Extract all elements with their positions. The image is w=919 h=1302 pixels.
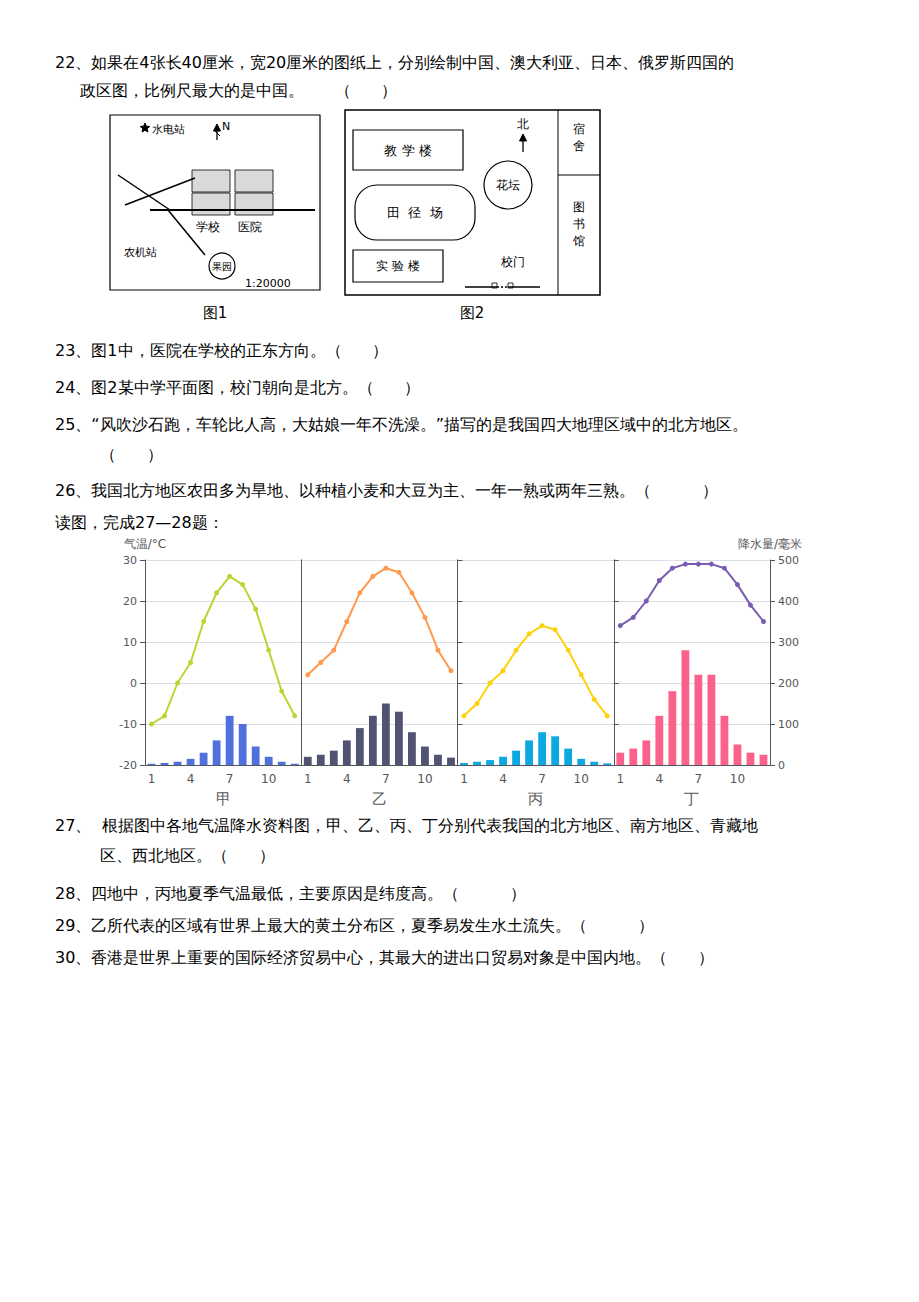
svg-text:0: 0 [778, 759, 785, 772]
svg-text:23、图1中，医院在学校的正东方向。（ ）: 23、图1中，医院在学校的正东方向。（ ） [55, 341, 388, 360]
svg-text:医院: 医院 [238, 220, 262, 234]
svg-text:舍: 舍 [573, 139, 585, 153]
svg-text:500: 500 [778, 554, 799, 567]
svg-text:降水量/毫米: 降水量/毫米 [738, 537, 802, 551]
svg-text:（ ）: （ ） [100, 445, 163, 464]
svg-text:10: 10 [574, 772, 589, 786]
svg-text:20: 20 [123, 595, 137, 608]
svg-text:200: 200 [778, 677, 799, 690]
svg-text:乙: 乙 [372, 790, 387, 808]
svg-text:-20: -20 [119, 759, 137, 772]
svg-text:7: 7 [382, 772, 390, 786]
svg-text:-10: -10 [119, 718, 137, 731]
svg-text:图2: 图2 [460, 304, 485, 322]
svg-text:丙: 丙 [528, 790, 543, 808]
svg-text:教 学 楼: 教 学 楼 [384, 143, 431, 158]
svg-text:7: 7 [226, 772, 234, 786]
svg-text:馆: 馆 [572, 234, 585, 248]
svg-text:甲: 甲 [216, 790, 231, 808]
svg-text:田 径 场: 田 径 场 [387, 205, 443, 220]
svg-text:22、如果在4张长40厘米，宽20厘米的图纸上，分别绘制中国: 22、如果在4张长40厘米，宽20厘米的图纸上，分别绘制中国、澳大利亚、日本、俄… [55, 53, 734, 72]
svg-text:水电站: 水电站 [152, 123, 185, 136]
svg-text:28、四地中，丙地夏季气温最低，主要原因是纬度高。（: 28、四地中，丙地夏季气温最低，主要原因是纬度高。（ ） [55, 884, 526, 903]
svg-text:区、西北地区。（ ）: 区、西北地区。（ ） [100, 846, 275, 865]
svg-text:1: 1 [616, 772, 624, 786]
svg-text:书: 书 [573, 217, 585, 231]
svg-text:30、香港是世界上重要的国际经济贸易中心，其最大的进出口贸易: 30、香港是世界上重要的国际经济贸易中心，其最大的进出口贸易对象是中国内地。（ … [55, 948, 714, 967]
svg-text:24、图2某中学平面图，校门朝向是北方。（ ）: 24、图2某中学平面图，校门朝向是北方。（ ） [55, 378, 420, 397]
svg-text:4: 4 [499, 772, 507, 786]
svg-text:花坛: 花坛 [496, 178, 520, 192]
svg-text:7: 7 [538, 772, 546, 786]
svg-text:丁: 丁 [684, 790, 699, 808]
svg-text:400: 400 [778, 595, 799, 608]
svg-text:100: 100 [778, 718, 799, 731]
svg-text:10: 10 [730, 772, 745, 786]
svg-text:29、乙所代表的区域有世界上最大的黄土分布区，夏季易发生水土: 29、乙所代表的区域有世界上最大的黄土分布区，夏季易发生水土流失。（ ） [55, 916, 654, 935]
svg-text:1: 1 [148, 772, 156, 786]
svg-text:气温/°C: 气温/°C [124, 537, 166, 551]
svg-text:30: 30 [123, 554, 137, 567]
svg-text:1:20000: 1:20000 [245, 277, 291, 290]
svg-text:4: 4 [656, 772, 664, 786]
svg-text:7: 7 [695, 772, 703, 786]
svg-text:10: 10 [261, 772, 276, 786]
svg-text:政区图，比例尺最大的是中国。 （ ）: 政区图，比例尺最大的是中国。 （ ） [80, 81, 397, 100]
svg-text:北: 北 [517, 117, 529, 131]
svg-text:10: 10 [123, 636, 137, 649]
svg-text:10: 10 [417, 772, 432, 786]
svg-text:1: 1 [460, 772, 468, 786]
svg-text:读图，完成27—28题：: 读图，完成27—28题： [55, 513, 224, 532]
svg-text:0: 0 [130, 677, 137, 690]
svg-text:宿: 宿 [573, 122, 585, 136]
svg-text:25、“风吹沙石跑，车轮比人高，大姑娘一年不洗澡。”描写的是: 25、“风吹沙石跑，车轮比人高，大姑娘一年不洗澡。”描写的是我国四大地理区域中的… [55, 415, 748, 434]
svg-text:1: 1 [304, 772, 312, 786]
svg-text:图1: 图1 [203, 304, 228, 322]
svg-text:26、我国北方地区农田多为旱地、以种植小麦和大豆为主、一年一: 26、我国北方地区农田多为旱地、以种植小麦和大豆为主、一年一熟或两年三熟。（ ） [55, 481, 718, 500]
svg-text:学校: 学校 [196, 220, 220, 234]
svg-text:实 验 楼: 实 验 楼 [376, 259, 420, 273]
svg-text:农机站: 农机站 [124, 246, 157, 259]
svg-text:27、 根据图中各地气温降水资料图，甲、乙、丙、丁分别代表: 27、 根据图中各地气温降水资料图，甲、乙、丙、丁分别代表我国的北方地区、南方地… [55, 816, 758, 835]
svg-text:N: N [222, 120, 230, 133]
svg-text:300: 300 [778, 636, 799, 649]
svg-text:校门: 校门 [500, 255, 525, 269]
svg-text:4: 4 [187, 772, 195, 786]
svg-text:4: 4 [343, 772, 351, 786]
svg-text:图: 图 [573, 200, 585, 214]
svg-text:果园: 果园 [212, 261, 232, 272]
